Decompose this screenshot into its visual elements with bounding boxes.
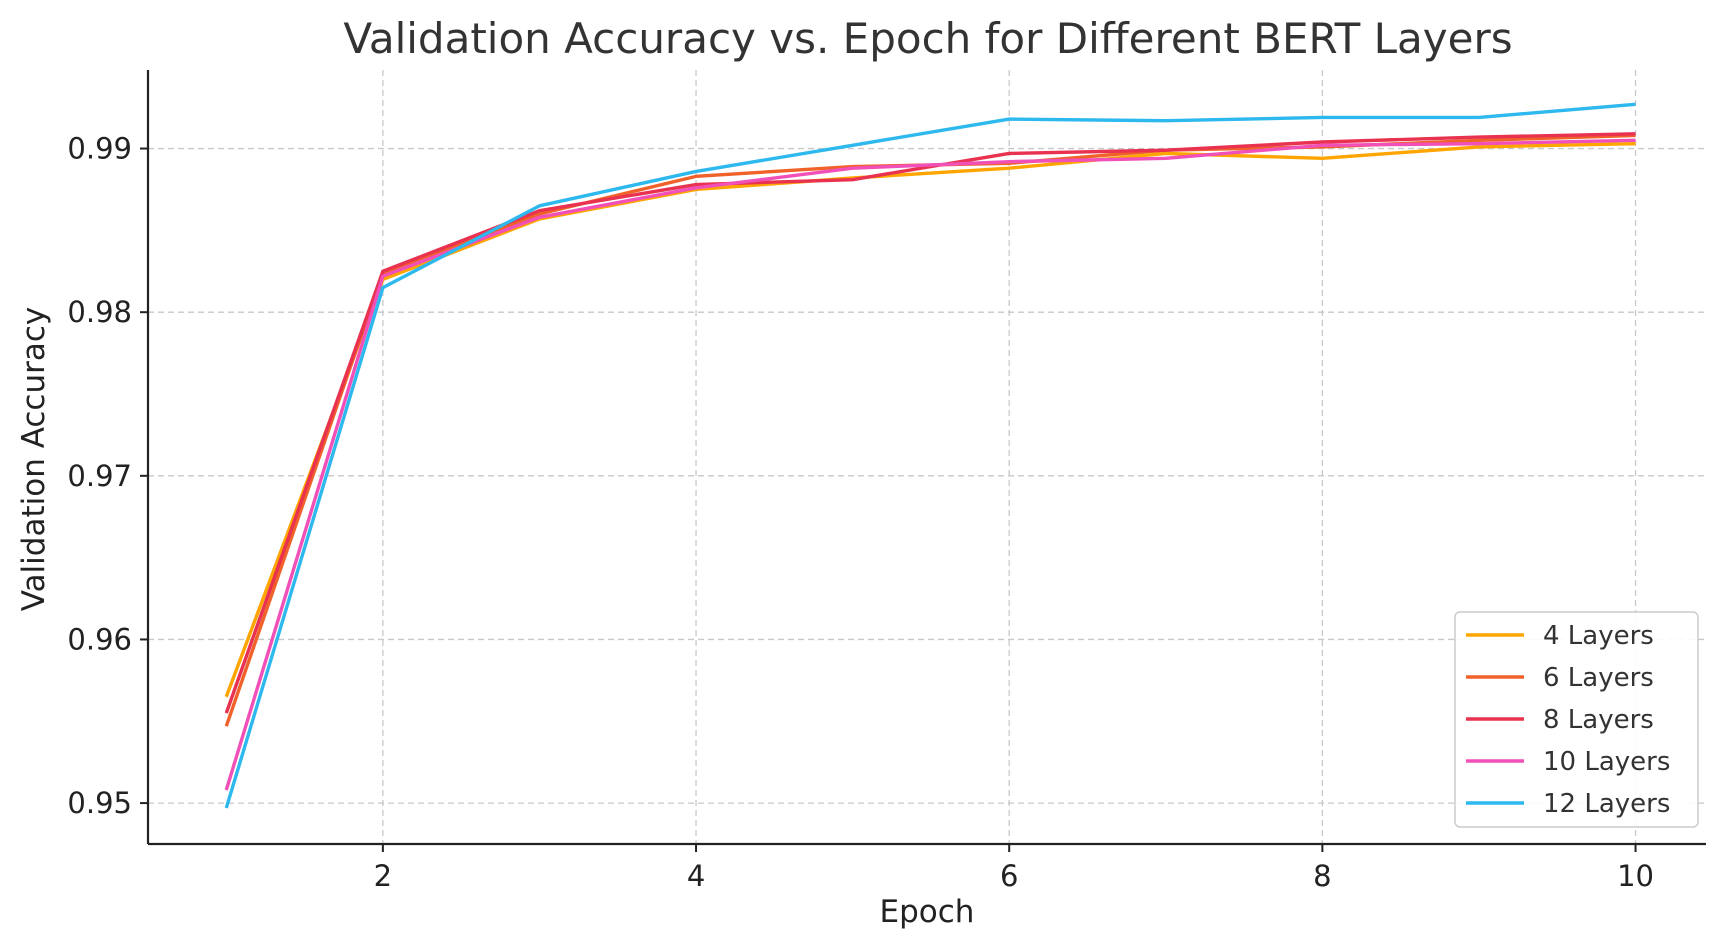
- legend-label: 12 Layers: [1543, 789, 1670, 819]
- x-tick-label: 10: [1617, 859, 1654, 893]
- y-tick-label: 0.98: [67, 295, 132, 329]
- chart-title: Validation Accuracy vs. Epoch for Differ…: [343, 14, 1512, 63]
- x-tick-label: 6: [1000, 859, 1018, 893]
- series-line-3: [224, 132, 1636, 714]
- legend-box: [1454, 611, 1699, 828]
- y-tick-label: 0.96: [67, 622, 132, 656]
- legend-label: 8 Layers: [1543, 705, 1654, 735]
- legend: 4 Layers 6 Layers 8 Layers 10 Layers 12 Laye…: [1454, 611, 1699, 828]
- ticks: 2 4 6 8 10 0.95 0.96 0.97 0.98 0.99: [67, 132, 1654, 893]
- legend-label: 6 Layers: [1543, 663, 1654, 693]
- y-axis-label: Validation Accuracy: [16, 307, 52, 611]
- legend-label: 10 Layers: [1543, 747, 1670, 777]
- series-line-4: [224, 138, 1636, 791]
- series-line-5: [224, 102, 1636, 809]
- axes: [146, 70, 1706, 846]
- legend-label: 4 Layers: [1543, 621, 1654, 651]
- y-tick-label: 0.99: [67, 132, 132, 166]
- legend-items: 4 Layers 6 Layers 8 Layers 10 Layers 12 Laye…: [1466, 621, 1670, 819]
- y-tick-label: 0.97: [67, 459, 132, 493]
- x-tick-label: 8: [1313, 859, 1331, 893]
- series-lines: [224, 102, 1636, 809]
- x-tick-label: 2: [374, 859, 392, 893]
- x-tick-label: 4: [687, 859, 705, 893]
- series-line-1: [224, 141, 1636, 698]
- x-axis-label: Epoch: [880, 894, 975, 930]
- series-line-2: [224, 133, 1636, 727]
- y-tick-label: 0.95: [67, 786, 132, 820]
